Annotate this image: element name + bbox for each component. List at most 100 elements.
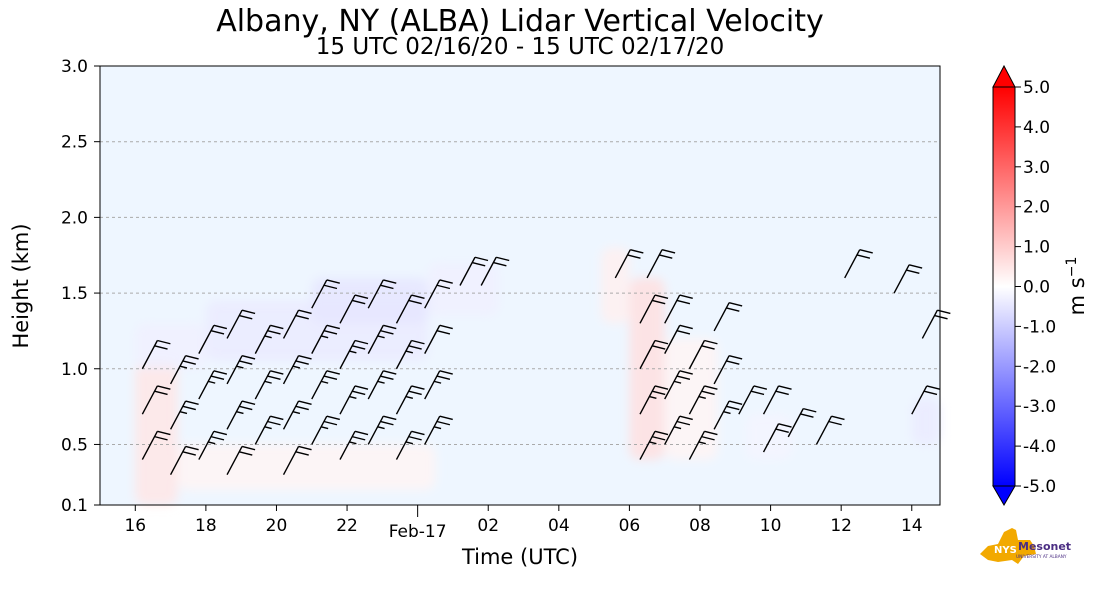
wind-barb (424, 324, 453, 354)
colorbar-tick-label: 1.0 (1023, 238, 1050, 258)
wind-barb (639, 294, 669, 324)
wind-barb (787, 407, 817, 438)
wind-barb (367, 370, 397, 400)
colorbar-tick-label: -4.0 (1023, 437, 1056, 457)
y-tick-label: 0.5 (61, 435, 88, 455)
svg-text:NYS: NYS (994, 545, 1017, 556)
wind-barb (424, 370, 453, 400)
wind-barb (282, 445, 312, 476)
wind-barb (459, 256, 489, 286)
x-axis-label: Time (UTC) (461, 545, 578, 569)
x-tick-label: 08 (689, 516, 711, 536)
wind-barb (141, 385, 171, 415)
wind-barb (198, 370, 228, 400)
velocity-region (311, 277, 429, 324)
velocity-region (911, 399, 940, 445)
wind-barb (226, 400, 256, 430)
wind-barb (688, 430, 718, 460)
wind-barb (169, 445, 199, 476)
y-tick-label: 2.0 (61, 208, 88, 228)
velocity-region (745, 414, 792, 460)
x-tick-label: 06 (619, 516, 641, 536)
svg-text:UNIVERSITY AT ALBANY: UNIVERSITY AT ALBANY (1016, 554, 1067, 560)
wind-barb (639, 385, 669, 415)
colorbar-tick-label: 3.0 (1023, 158, 1050, 178)
x-tick-label: 22 (336, 516, 358, 536)
x-tick-label: 18 (195, 516, 217, 536)
wind-barb (254, 324, 284, 354)
chart-subtitle: 15 UTC 02/16/20 - 15 UTC 02/17/20 (315, 34, 725, 60)
velocity-region (601, 247, 630, 324)
wind-barb (282, 400, 312, 430)
wind-barb (282, 309, 312, 339)
velocity-region (664, 338, 718, 460)
wind-barb (282, 354, 312, 385)
x-tick-label: 02 (477, 516, 499, 536)
colorbar-label: m s−1 (1064, 257, 1089, 316)
x-tick-label: 20 (266, 516, 288, 536)
wind-barb (664, 294, 693, 324)
wind-barb (664, 370, 693, 400)
wind-barb (226, 309, 256, 339)
colorbar-extend-min (992, 485, 1016, 506)
wind-barb (198, 324, 228, 354)
wind-barb (893, 264, 923, 294)
wind-barb (367, 415, 397, 445)
velocity-region (135, 323, 206, 369)
wind-barb (424, 415, 453, 445)
wind-barb (713, 400, 743, 430)
velocity-region (428, 262, 499, 316)
wind-barb (480, 256, 510, 286)
x-tick-label: 16 (124, 516, 146, 536)
y-tick-label: 2.5 (61, 133, 88, 153)
wind-barb (198, 430, 228, 460)
wind-barb (395, 339, 425, 370)
colorbar-tick-label: -5.0 (1023, 477, 1056, 497)
wind-barb (395, 430, 425, 460)
nys-mesonet-logo: NYS Mesonet UNIVERSITY AT ALBANY (980, 528, 1071, 564)
wind-barb (141, 430, 171, 460)
wind-barb (815, 415, 845, 445)
colorbar-tick-label: 4.0 (1023, 118, 1050, 138)
wind-barb (339, 385, 369, 415)
wind-barb (311, 279, 340, 309)
y-axis-label: Height (km) (9, 223, 33, 348)
wind-barb (713, 354, 743, 385)
wind-barb (311, 324, 340, 354)
wind-barb (141, 339, 171, 370)
colorbar-tick-label: 0.0 (1023, 278, 1050, 298)
y-tick-label: 1.5 (61, 284, 88, 304)
colorbar-tick-label: 2.0 (1023, 198, 1050, 218)
wind-barb (226, 354, 256, 385)
wind-barb (614, 248, 644, 279)
wind-barb (339, 294, 369, 324)
wind-barb (738, 385, 768, 415)
x-tick-label: 14 (901, 516, 923, 536)
svg-text:Mesonet: Mesonet (1018, 540, 1071, 553)
wind-barb (339, 339, 369, 370)
plot-area (100, 66, 940, 505)
wind-barb (688, 385, 718, 415)
colorbar-tick-label: 5.0 (1023, 78, 1050, 98)
wind-barb (395, 385, 425, 415)
colorbar-tick-label: -1.0 (1023, 317, 1056, 337)
wind-barb (762, 423, 792, 453)
y-tick-label: 3.0 (61, 57, 88, 77)
x-tick-label: 04 (548, 516, 570, 536)
wind-barb (646, 248, 676, 279)
wind-barb (339, 430, 369, 460)
colorbar-tick-label: -3.0 (1023, 397, 1056, 417)
wind-barb (844, 248, 873, 279)
chart-title: Albany, NY (ALBA) Lidar Vertical Velocit… (216, 4, 824, 39)
wind-barb (911, 385, 940, 415)
velocity-region (177, 444, 436, 490)
x-tick-label: 12 (830, 516, 852, 536)
wind-barb (226, 445, 256, 476)
colorbar (993, 87, 1015, 486)
wind-barb (713, 301, 743, 332)
wind-barb (688, 339, 718, 370)
colorbar-extend-max (992, 64, 1016, 88)
x-tick-label: 10 (760, 516, 782, 536)
wind-barb (762, 385, 792, 415)
wind-barb (639, 339, 669, 370)
